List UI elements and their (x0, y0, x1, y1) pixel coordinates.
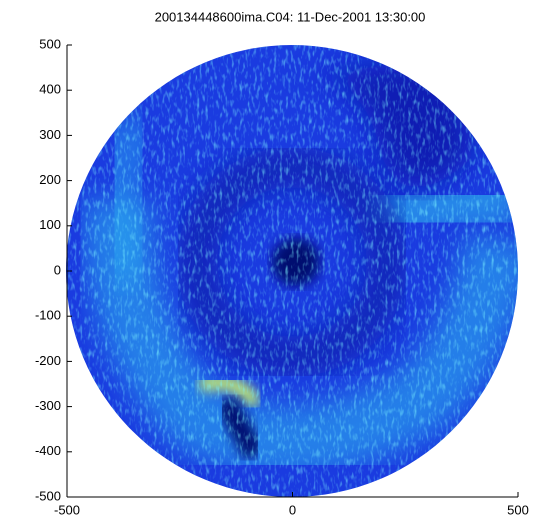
radar-image (66, 45, 518, 497)
y-tick-label: 300 (39, 127, 61, 142)
x-tick-label: 0 (289, 502, 296, 517)
y-tick-label: 400 (39, 82, 61, 97)
chart-title: 200134448600ima.C04: 11-Dec-2001 13:30:0… (155, 9, 426, 24)
y-tick-label: -400 (35, 443, 61, 458)
y-tick-label: 200 (39, 172, 61, 187)
y-tick-label: 0 (54, 262, 61, 277)
y-tick-label: -200 (35, 353, 61, 368)
y-tick-label: 100 (39, 217, 61, 232)
y-tick-label: 500 (39, 36, 61, 51)
x-tick-label: 500 (507, 502, 529, 517)
x-tick-label: -500 (54, 502, 80, 517)
y-tick-label: -100 (35, 308, 61, 323)
y-tick-label: -300 (35, 398, 61, 413)
y-tick-label: -500 (35, 488, 61, 503)
